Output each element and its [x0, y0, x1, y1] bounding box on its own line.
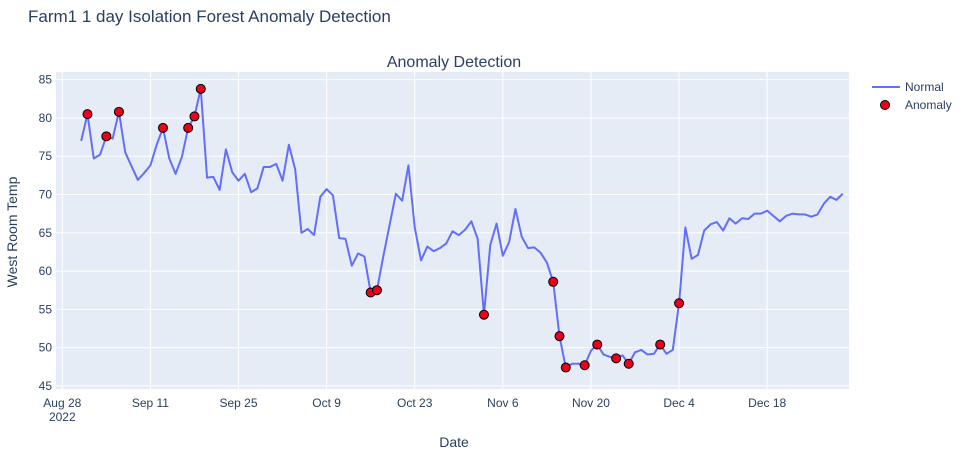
y-tick-label: 85 — [39, 73, 53, 87]
y-tick-label: 65 — [39, 226, 53, 240]
y-tick-label: 60 — [39, 264, 53, 278]
y-axis-ticks: 45 50 55 60 65 70 75 80 85 — [39, 73, 53, 393]
y-axis-label: West Room Temp — [4, 176, 20, 287]
anomaly-point[interactable] — [611, 353, 622, 364]
legend-label-anomaly: Anomaly — [905, 98, 952, 112]
x-tick-label: Dec 4 — [663, 396, 695, 410]
anomaly-point[interactable] — [623, 358, 634, 369]
anomaly-point[interactable] — [655, 339, 666, 350]
x-tick-label: Aug 28 — [43, 396, 81, 410]
legend-swatch-anomaly — [880, 100, 890, 110]
anomaly-point[interactable] — [592, 339, 603, 350]
anomaly-point[interactable] — [371, 285, 382, 296]
y-tick-label: 80 — [39, 111, 53, 125]
y-tick-label: 50 — [39, 341, 53, 355]
anomaly-point[interactable] — [560, 362, 571, 373]
anomaly-point[interactable] — [101, 131, 112, 142]
gridlines — [56, 72, 849, 389]
legend-item-anomaly[interactable]: Anomaly — [880, 98, 952, 112]
anomaly-point[interactable] — [157, 122, 168, 133]
y-tick-label: 45 — [39, 379, 53, 393]
y-tick-label: 70 — [39, 188, 53, 202]
anomaly-point[interactable] — [82, 109, 93, 120]
x-tick-label: Dec 18 — [748, 396, 786, 410]
anomaly-markers — [82, 83, 685, 373]
anomaly-point[interactable] — [113, 106, 124, 117]
chart-title: Anomaly Detection — [387, 54, 521, 71]
legend: Normal Anomaly — [872, 80, 952, 112]
anomaly-point[interactable] — [548, 276, 559, 287]
y-tick-label: 75 — [39, 149, 53, 163]
x-tick-label: Nov 20 — [572, 396, 610, 410]
y-tick-label: 55 — [39, 302, 53, 316]
x-tick-label: Sep 25 — [219, 396, 257, 410]
x-tick-sublabel: 2022 — [49, 410, 76, 424]
legend-label-normal: Normal — [905, 80, 944, 94]
x-tick-label: Sep 11 — [132, 396, 169, 410]
anomaly-point[interactable] — [189, 111, 200, 122]
anomaly-point[interactable] — [554, 331, 565, 342]
anomaly-point[interactable] — [478, 309, 489, 320]
anomaly-point[interactable] — [183, 122, 194, 133]
x-tick-label: Oct 23 — [397, 396, 433, 410]
anomaly-point[interactable] — [579, 360, 590, 371]
anomaly-point[interactable] — [195, 83, 206, 94]
page-title: Farm1 1 day Isolation Forest Anomaly Det… — [28, 7, 391, 26]
series-line-normal — [80, 87, 844, 369]
anomaly-point[interactable] — [674, 298, 685, 309]
x-tick-label: Nov 6 — [487, 396, 519, 410]
legend-item-normal[interactable]: Normal — [872, 80, 944, 94]
x-tick-label: Oct 9 — [312, 396, 341, 410]
x-axis-label: Date — [439, 434, 469, 450]
